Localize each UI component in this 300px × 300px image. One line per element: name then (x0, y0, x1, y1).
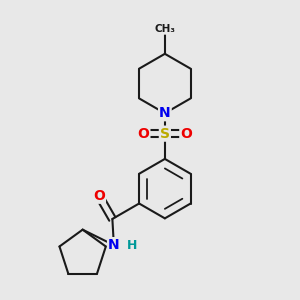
Text: S: S (160, 127, 170, 141)
Text: O: O (137, 127, 149, 141)
Text: CH₃: CH₃ (154, 24, 176, 34)
Text: H: H (127, 238, 137, 252)
Text: O: O (93, 189, 105, 203)
Text: N: N (108, 238, 120, 252)
Text: N: N (159, 106, 171, 120)
Text: O: O (180, 127, 192, 141)
